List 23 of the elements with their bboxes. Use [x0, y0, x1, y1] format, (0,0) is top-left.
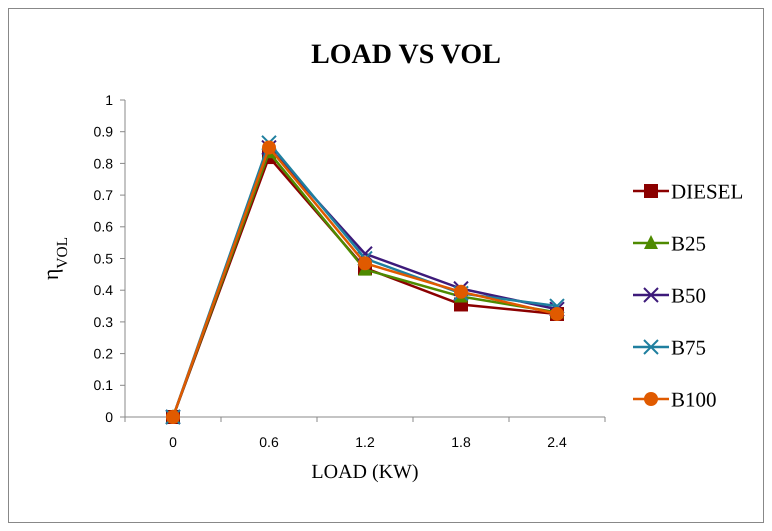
- legend-label: DIESEL: [671, 179, 744, 204]
- x-tick-label: 2.4: [547, 434, 567, 450]
- y-tick-label: 0.3: [94, 314, 114, 330]
- y-tick-label: 0.6: [94, 218, 114, 235]
- x-tick-label: 1.8: [451, 434, 471, 450]
- y-tick-label: 0.5: [94, 250, 114, 266]
- x-tick-label: 0: [169, 434, 178, 450]
- y-tick-label: 0: [105, 408, 114, 425]
- x-tick-label: 0.6: [259, 434, 279, 450]
- chart-title: LOAD VS VOL: [311, 39, 501, 70]
- y-tick-label: 0.1: [94, 377, 114, 394]
- y-tick-label: 0.7: [94, 187, 114, 203]
- y-tick-label: 0.9: [94, 124, 114, 140]
- legend-label: B50: [671, 283, 706, 308]
- legend-label: B75: [671, 335, 706, 360]
- y-tick-label: 0.2: [94, 346, 114, 362]
- legend-label: B25: [671, 231, 706, 256]
- y-tick-label: 1: [105, 92, 114, 108]
- x-tick-label: 1.2: [355, 434, 375, 450]
- y-tick-label: 0.4: [94, 282, 114, 298]
- legend-label: B100: [671, 387, 717, 412]
- x-axis-title: LOAD (KW): [311, 461, 419, 483]
- y-tick-label: 0.8: [94, 155, 114, 172]
